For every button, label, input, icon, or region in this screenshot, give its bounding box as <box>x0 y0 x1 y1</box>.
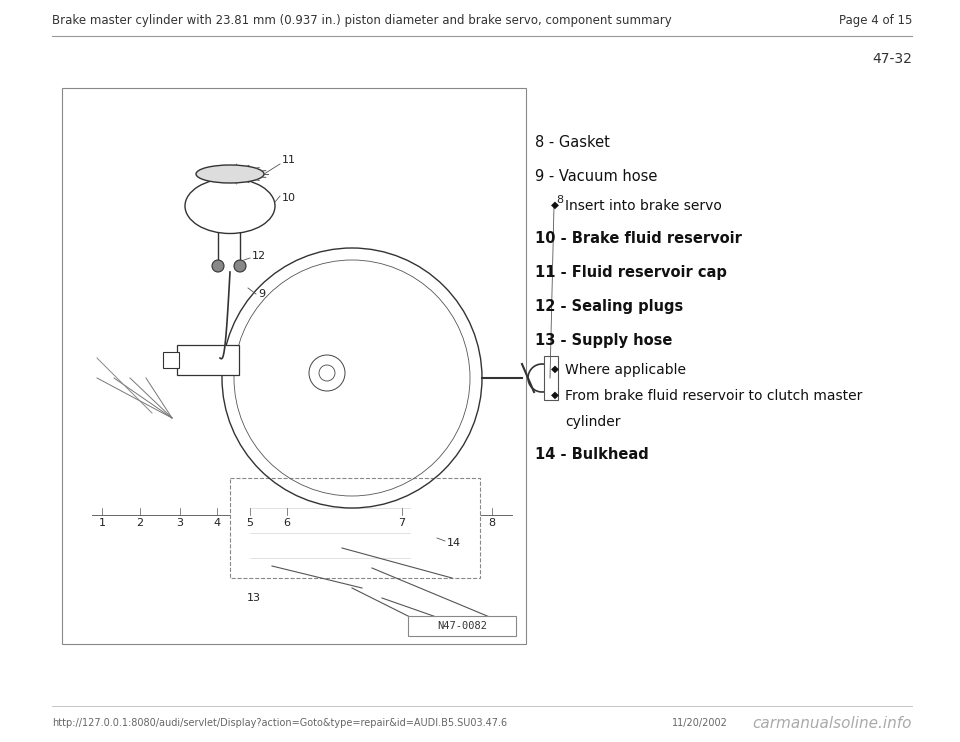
Text: 8: 8 <box>556 195 564 205</box>
Text: 11: 11 <box>282 155 296 165</box>
Text: ◆: ◆ <box>551 200 559 210</box>
Text: 6: 6 <box>283 518 291 528</box>
Bar <box>544 356 558 400</box>
Text: 14 - Bulkhead: 14 - Bulkhead <box>535 447 649 462</box>
Text: Where applicable: Where applicable <box>565 363 686 377</box>
Bar <box>230 478 480 578</box>
Text: 13: 13 <box>247 593 261 603</box>
Text: 8: 8 <box>489 518 495 528</box>
Text: N47-0082: N47-0082 <box>437 621 487 631</box>
Text: 5: 5 <box>247 518 253 528</box>
Bar <box>62 88 526 644</box>
Text: 8 - Gasket: 8 - Gasket <box>535 135 610 150</box>
Text: ◆: ◆ <box>551 364 559 374</box>
Text: 13 - Supply hose: 13 - Supply hose <box>535 333 672 348</box>
Text: http://127.0.0.1:8080/audi/servlet/Display?action=Goto&type=repair&id=AUDI.B5.SU: http://127.0.0.1:8080/audi/servlet/Displ… <box>52 718 507 728</box>
Text: ◆: ◆ <box>551 390 559 400</box>
Text: 14: 14 <box>447 538 461 548</box>
Text: 4: 4 <box>213 518 221 528</box>
Text: Page 4 of 15: Page 4 of 15 <box>839 14 912 27</box>
Text: 11 - Fluid reservoir cap: 11 - Fluid reservoir cap <box>535 265 727 280</box>
Circle shape <box>234 260 246 272</box>
Text: 1: 1 <box>99 518 106 528</box>
Text: Brake master cylinder with 23.81 mm (0.937 in.) piston diameter and brake servo,: Brake master cylinder with 23.81 mm (0.9… <box>52 14 672 27</box>
Text: carmanualsoline.info: carmanualsoline.info <box>753 716 912 731</box>
Bar <box>408 616 516 636</box>
Text: 47-32: 47-32 <box>872 52 912 66</box>
Text: 12 - Sealing plugs: 12 - Sealing plugs <box>535 299 684 314</box>
Text: 12: 12 <box>252 251 266 261</box>
Circle shape <box>212 260 224 272</box>
Text: 2: 2 <box>136 518 144 528</box>
Text: From brake fluid reservoir to clutch master: From brake fluid reservoir to clutch mas… <box>565 389 862 403</box>
Ellipse shape <box>185 179 275 234</box>
Text: 10: 10 <box>282 193 296 203</box>
Text: 10 - Brake fluid reservoir: 10 - Brake fluid reservoir <box>535 231 742 246</box>
Text: cylinder: cylinder <box>565 415 620 429</box>
Bar <box>177 345 239 375</box>
Ellipse shape <box>196 165 264 183</box>
Bar <box>163 352 179 368</box>
Text: 3: 3 <box>177 518 183 528</box>
Text: Insert into brake servo: Insert into brake servo <box>565 199 722 213</box>
Text: 7: 7 <box>398 518 405 528</box>
Text: 11/20/2002: 11/20/2002 <box>672 718 728 728</box>
Text: 9 - Vacuum hose: 9 - Vacuum hose <box>535 169 658 184</box>
Text: 9: 9 <box>258 289 265 299</box>
